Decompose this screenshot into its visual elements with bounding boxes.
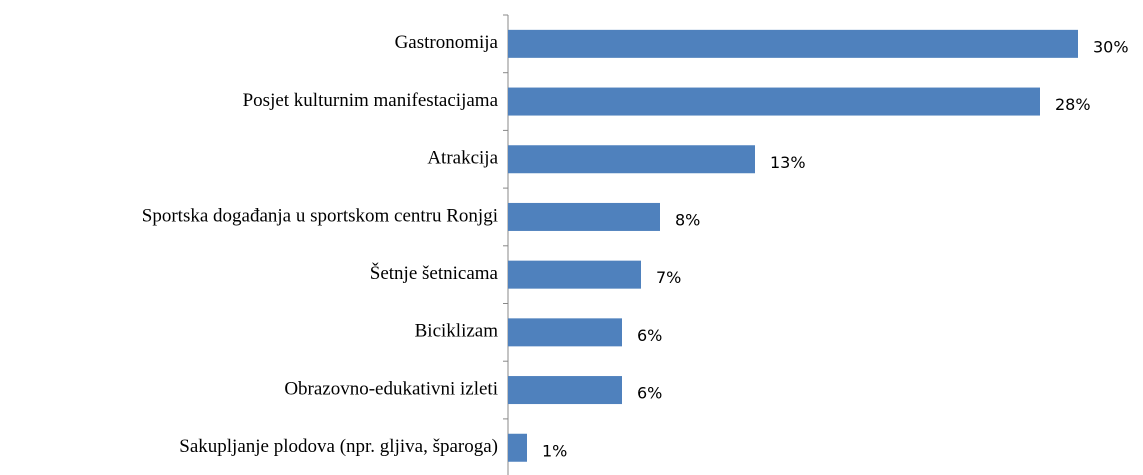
category-label: Gastronomija	[395, 32, 499, 53]
bar	[508, 376, 622, 405]
bar	[508, 202, 660, 231]
category-label: Šetnje šetnicama	[370, 262, 499, 284]
bar	[508, 87, 1040, 116]
category-label: Obrazovno-edukativni izleti	[284, 378, 498, 399]
value-label: 1%	[542, 441, 567, 460]
value-label: 6%	[637, 384, 662, 403]
category-label: Posjet kulturnim manifestacijama	[243, 90, 499, 111]
bar	[508, 433, 527, 462]
value-label: 7%	[656, 268, 681, 287]
category-label: Biciklizam	[415, 321, 499, 342]
value-label: 8%	[675, 210, 700, 229]
category-label: Sportska događanja u sportskom centru Ro…	[142, 205, 498, 226]
bar	[508, 318, 622, 347]
bar	[508, 29, 1078, 58]
bar	[508, 145, 755, 174]
value-label: 30%	[1093, 37, 1129, 56]
value-label: 13%	[770, 153, 806, 172]
bar	[508, 260, 641, 289]
category-label: Sakupljanje plodova (npr. gljiva, šparog…	[179, 436, 498, 457]
value-label: 6%	[637, 326, 662, 345]
category-label: Atrakcija	[427, 148, 498, 169]
value-label: 28%	[1055, 95, 1091, 114]
